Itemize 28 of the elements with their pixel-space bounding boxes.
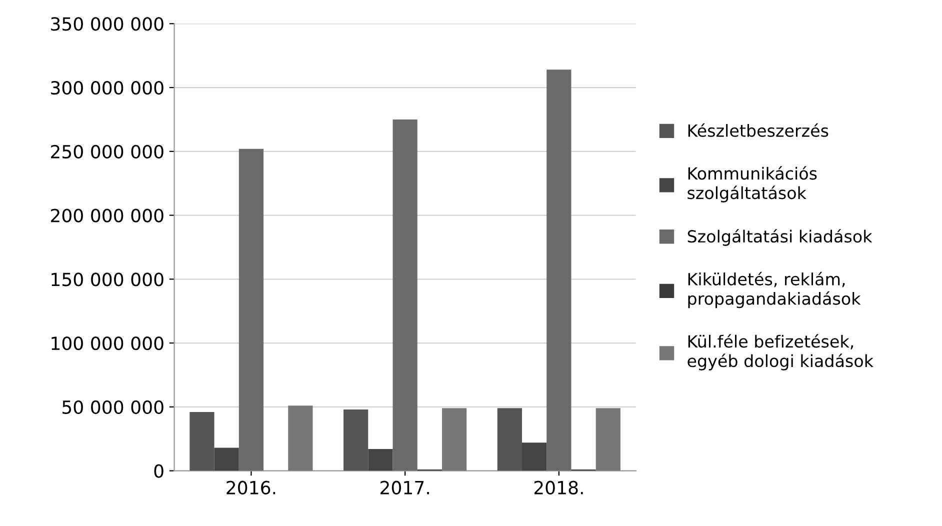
bar: [596, 408, 620, 471]
legend-label: Kiküldetés, reklám, propagandakiadások: [688, 272, 861, 308]
bar: [392, 119, 418, 471]
y-tick-label: 250 000 000: [51, 144, 164, 159]
y-tick-label: 0: [154, 464, 164, 478]
legend-label: Készletbeszerzés: [688, 123, 828, 137]
x-tick-label: 2016.: [226, 480, 276, 494]
bar: [344, 409, 368, 471]
bar: [497, 408, 522, 471]
y-tick-label: 150 000 000: [52, 272, 164, 286]
bar: [442, 408, 467, 471]
bar: [546, 70, 572, 471]
bar: [214, 448, 239, 471]
legend-label: Szolgáltatási kiadások: [688, 229, 872, 246]
bar: [288, 406, 313, 471]
bar: [368, 449, 393, 471]
y-tick-label: 350 000 000: [51, 17, 164, 31]
y-tick-label: 100 000 000: [52, 336, 164, 350]
bar: [238, 148, 264, 471]
y-tick-label: 300 000 000: [51, 81, 164, 95]
bar: [522, 442, 547, 471]
x-tick-label: 2018.: [534, 480, 583, 494]
y-tick-label: 200 000 000: [51, 208, 164, 222]
legend-label: Kül.féle befizetések, egyéb dologi kiadások: [688, 334, 874, 370]
x-tick-label: 2017.: [380, 480, 429, 494]
bar: [190, 412, 214, 471]
legend-label: Kommunikációs szolgáltatások: [688, 166, 817, 202]
y-tick-label: 50 000 000: [62, 400, 164, 414]
